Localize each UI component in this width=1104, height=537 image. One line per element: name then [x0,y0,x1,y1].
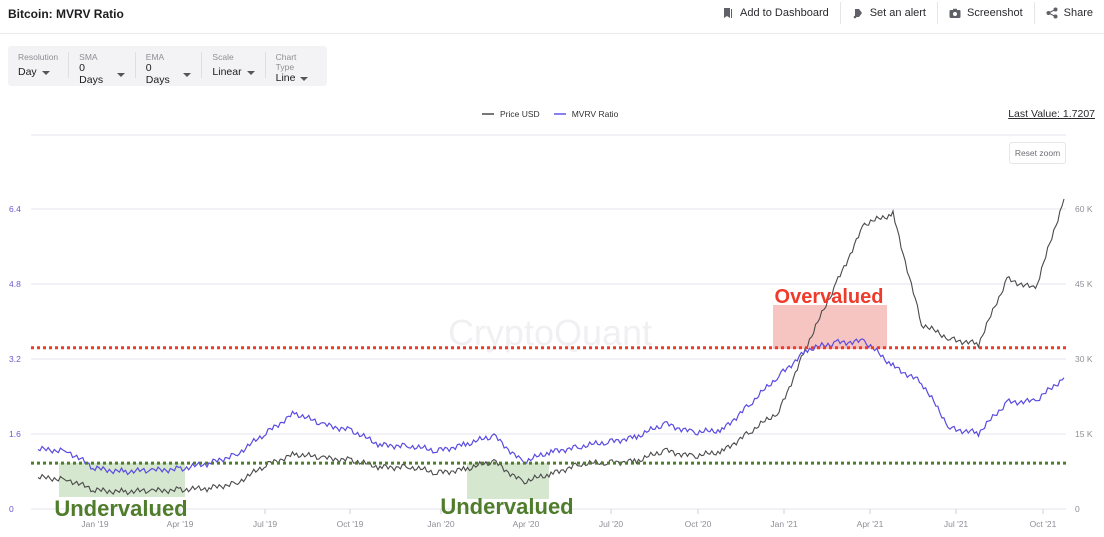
page-header: Bitcoin: MVRV Ratio Add to Dashboard Set… [0,0,1104,34]
chart-type-dropdown[interactable]: Chart Type Line [264,52,327,84]
chart-type-value: Line [275,72,296,84]
ema-dropdown[interactable]: EMA 0 Days [134,52,202,86]
sma-label: SMA [79,52,98,62]
share-button[interactable]: Share [1033,2,1104,24]
x-axis-tick: Apr '20 [513,519,540,529]
add-to-dashboard-label: Add to Dashboard [740,7,829,19]
ema-value: 0 Days [145,62,170,86]
undervalued-label-1: Undervalued [54,496,187,521]
chart-controls: Resolution Day SMA 0 Days EMA 0 Days Sca… [8,46,327,86]
resolution-value: Day [18,66,37,78]
set-alert-label: Set an alert [869,7,926,19]
x-axis-tick: Apr '21 [857,519,884,529]
y-axis-left-tick: 4.8 [9,279,21,289]
y-axis-right-tick: 30 K [1075,354,1093,364]
last-value: Last Value: 1.7207 [1008,108,1095,120]
scale-label: Scale [212,52,234,62]
ema-label: EMA [145,52,165,62]
price-usd-line[interactable] [37,198,1065,496]
screenshot-button[interactable]: Screenshot [936,2,1034,24]
legend-item-price[interactable]: Price USD [482,109,540,119]
set-alert-button[interactable]: Set an alert [839,2,937,24]
chevron-down-icon [116,73,125,77]
y-axis-left-tick: 1.6 [9,429,21,439]
chevron-down-icon [41,71,50,75]
chart-type-label: Chart Type [275,52,297,72]
chevron-down-icon [300,77,309,81]
y-axis-left-tick: 6.4 [9,204,21,214]
y-axis-right-tick: 45 K [1075,279,1093,289]
chevron-down-icon [183,73,192,77]
y-axis-left-tick: 3.2 [9,354,21,364]
reset-zoom-button[interactable]: Reset zoom [1009,142,1066,164]
undervalued-region-2 [467,463,549,499]
camera-icon [949,8,961,19]
x-axis-tick: Jul '19 [253,519,278,529]
x-axis-tick: Jul '21 [944,519,969,529]
share-label: Share [1063,7,1093,19]
x-axis-tick: Oct '21 [1030,519,1057,529]
legend-label-price: Price USD [500,109,540,119]
legend-swatch-price [482,113,494,115]
sma-dropdown[interactable]: SMA 0 Days [68,52,135,86]
chart-legend: Price USD MVRV Ratio [482,109,618,119]
x-axis-tick: Jan '21 [770,519,797,529]
legend-label-mvrv: MVRV Ratio [571,109,619,119]
x-axis-tick: Jan '20 [427,519,454,529]
scale-value: Linear [212,66,242,78]
x-axis-tick: Oct '19 [337,519,364,529]
chevron-down-icon [246,71,255,75]
bell-icon [852,7,864,19]
resolution-label: Resolution [18,52,59,62]
legend-swatch-mvrv [553,113,566,115]
page-title: Bitcoin: MVRV Ratio [8,7,124,21]
x-axis-tick: Jul '20 [599,519,624,529]
x-axis-tick: Oct '20 [685,519,712,529]
overvalued-region [773,305,887,349]
y-axis-left-tick: 0 [9,504,14,514]
screenshot-label: Screenshot [966,7,1023,19]
resolution-dropdown[interactable]: Resolution Day [8,52,68,78]
bookmark-icon [722,7,734,19]
watermark: CryptoQuant [448,312,652,353]
y-axis-right-tick: 60 K [1075,204,1093,214]
undervalued-label-2: Undervalued [440,494,573,519]
mvrv-ratio-line[interactable] [37,338,1065,476]
overvalued-label: Overvalued [775,286,884,308]
y-axis-right-tick: 0 [1075,504,1080,514]
y-axis-right-tick: 15 K [1075,429,1093,439]
x-axis-tick: Jan '19 [81,519,108,529]
share-icon [1046,7,1058,19]
add-to-dashboard-button[interactable]: Add to Dashboard [711,2,840,24]
legend-item-mvrv[interactable]: MVRV Ratio [553,109,619,119]
x-axis-tick: Apr '19 [167,519,194,529]
header-actions: Add to Dashboard Set an alert Screenshot… [711,0,1104,26]
sma-value: 0 Days [79,62,104,86]
scale-dropdown[interactable]: Scale Linear [201,52,264,78]
